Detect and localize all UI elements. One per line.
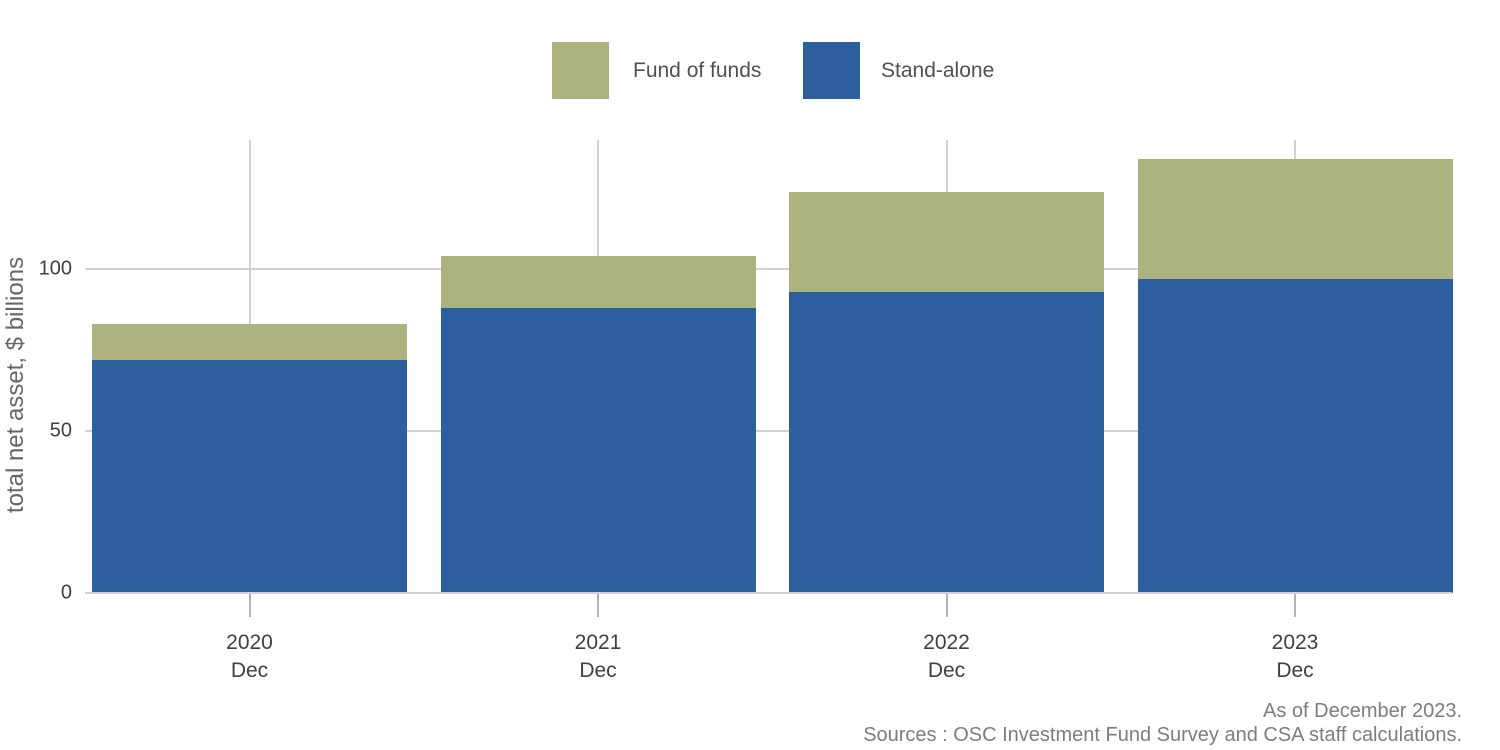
legend-label-stand-alone: Stand-alone bbox=[881, 59, 995, 82]
x-tick-year: 2023 bbox=[1271, 631, 1319, 654]
y-tick-label: 50 bbox=[49, 419, 72, 442]
x-tick-mark bbox=[248, 593, 251, 617]
x-tick-mark bbox=[945, 593, 948, 617]
x-tick-year: 2021 bbox=[574, 631, 622, 654]
x-tick-label: 2023 Dec bbox=[1195, 629, 1395, 685]
x-tick-label: 2020 Dec bbox=[150, 629, 350, 685]
x-tick-year: 2020 bbox=[226, 631, 273, 654]
legend-label-fund-of-funds: Fund of funds bbox=[633, 59, 762, 82]
bar-segment-stand-alone bbox=[92, 360, 407, 593]
bar-segment-fund-of-funds bbox=[92, 324, 407, 360]
bar-segment-fund-of-funds bbox=[440, 256, 756, 309]
y-tick-label: 100 bbox=[38, 257, 72, 280]
x-tick-month: Dec bbox=[1276, 659, 1314, 682]
x-tick-month: Dec bbox=[927, 659, 966, 682]
caption: As of December 2023. Sources : OSC Inves… bbox=[863, 699, 1462, 747]
y-tick-label: 0 bbox=[60, 581, 72, 604]
caption-sources: Sources : OSC Investment Fund Survey and… bbox=[863, 724, 1462, 746]
x-tick-mark bbox=[597, 593, 599, 617]
bar-segment-stand-alone bbox=[789, 292, 1104, 593]
plot-area: 0 50 100 2020 Dec 2021 Dec 2022 Dec 2023 Dec bbox=[39, 140, 1453, 682]
x-axis-line bbox=[85, 592, 1452, 594]
legend-swatch-fund-of-funds bbox=[552, 42, 609, 99]
x-tick-label: 2022 Dec bbox=[847, 629, 1047, 685]
legend-swatch-stand-alone bbox=[803, 42, 860, 99]
x-tick-year: 2022 bbox=[923, 631, 970, 654]
x-tick-month: Dec bbox=[230, 659, 269, 682]
bar-segment-fund-of-funds bbox=[1137, 159, 1453, 280]
bar-segment-fund-of-funds bbox=[789, 191, 1104, 293]
x-tick-month: Dec bbox=[579, 659, 617, 682]
y-gridline bbox=[85, 268, 1452, 271]
caption-as-of: As of December 2023. bbox=[1263, 700, 1462, 722]
bar-segment-stand-alone bbox=[440, 308, 756, 593]
x-tick-mark bbox=[1294, 593, 1296, 617]
x-tick-label: 2021 Dec bbox=[498, 629, 698, 685]
bar-segment-stand-alone bbox=[1137, 279, 1453, 593]
y-gridline bbox=[85, 430, 1452, 433]
